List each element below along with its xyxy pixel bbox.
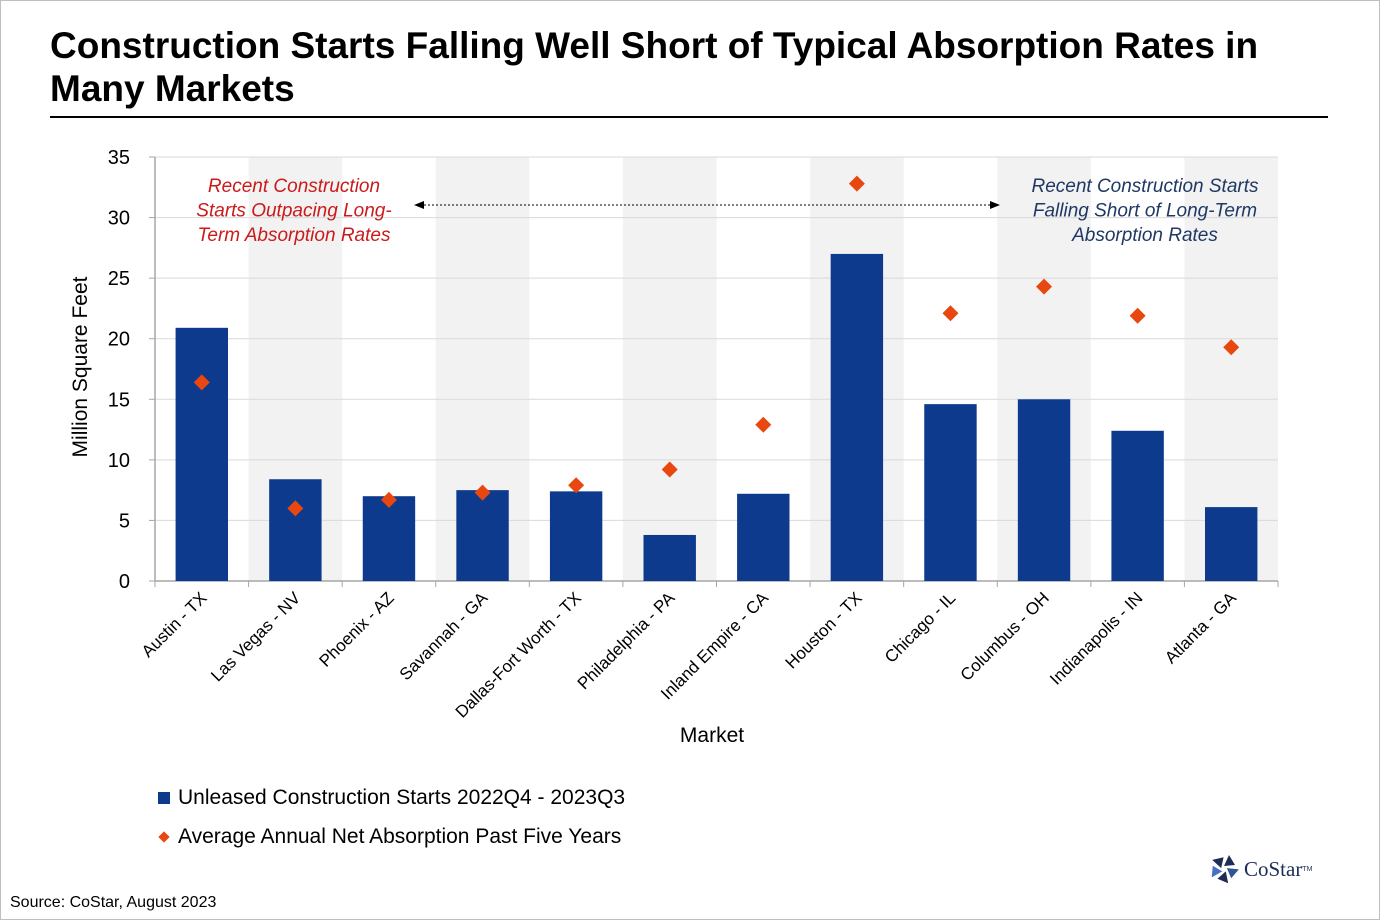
chart-title: Construction Starts Falling Well Short o… [50,25,1259,109]
bar-1 [269,479,322,581]
y-tick-label: 35 [108,147,130,169]
x-tick-label: Atlanta - GA [1161,588,1240,667]
marker-9 [1036,278,1053,295]
annotation-left-line: Recent Construction [208,176,380,197]
arrow-head-left-icon [414,201,424,209]
annotation-left-line: Term Absorption Rates [198,225,391,246]
x-tick-label: Chicago - IL [881,588,959,666]
y-tick-label: 20 [108,329,130,351]
legend-bar-swatch [158,791,170,804]
bar-6 [737,493,790,581]
legend-bar-label: Unleased Construction Starts 2022Q4 - 20… [178,785,626,809]
bar-2 [362,496,416,581]
costar-logo: CoStar TM [1208,853,1312,885]
marker-5 [661,461,678,478]
y-tick-label: 15 [108,389,130,411]
marker-7 [848,175,865,192]
x-tick-label: Philadelphia - PA [574,588,679,693]
x-tick-label: Austin - TX [138,588,211,661]
legend: Unleased Construction Starts 2022Q4 - 20… [158,778,625,856]
logo-star-segment [1217,871,1229,884]
y-axis-title: Million Square Feet [69,276,92,457]
marker-2 [380,491,397,508]
y-tick-label: 5 [119,510,130,532]
legend-item-markers: Average Annual Net Absorption Past Five … [158,817,625,856]
marker-10 [1129,307,1146,324]
logo-star-segment [1212,857,1224,869]
y-tick-label: 10 [108,450,130,472]
legend-marker-label: Average Annual Net Absorption Past Five … [178,824,622,848]
logo-trademark: TM [1302,865,1313,873]
x-tick-label: Phoenix - AZ [316,588,398,670]
y-tick-label: 0 [119,571,130,593]
x-axis-title: Market [680,724,744,747]
title-divider [50,116,1328,118]
bar-7 [830,253,884,581]
marker-0 [193,374,210,391]
legend-item-bars: Unleased Construction Starts 2022Q4 - 20… [158,778,625,817]
logo-star-segment [1226,868,1239,879]
y-tick-label: 30 [108,208,130,230]
bar-3 [456,490,509,581]
annotation-right-line: Recent Construction Starts [1031,176,1259,197]
annotation-right-line: Falling Short of Long-Term [1033,201,1257,222]
marker-6 [755,416,772,433]
x-tick-label: Columbus - OH [957,588,1053,684]
marker-4 [568,477,585,494]
bar-10 [1111,430,1164,581]
source-note: Source: CoStar, August 2023 [10,894,217,911]
bar-4 [549,491,603,581]
costar-star-icon [1211,855,1239,884]
category-band [622,157,717,581]
marker-11 [1223,339,1240,356]
bar-8 [924,404,977,581]
logo-text: CoStar [1244,856,1303,881]
marker-1 [287,500,304,517]
annotation-left-line: Starts Outpacing Long- [196,201,391,222]
x-tick-label: Savannah - GA [396,588,492,684]
logo-star-segment [1224,855,1235,866]
legend-marker-swatch [158,830,170,843]
x-tick-label: Las Vegas - NV [207,588,304,685]
bar-0 [175,327,228,581]
bar-11 [1205,507,1258,581]
x-tick-label: Indianapolis - IN [1046,588,1146,688]
annotation-right-line: Absorption Rates [1071,225,1218,246]
bar-5 [643,534,696,581]
arrow-head-right-icon [990,201,1000,209]
logo-star-segment [1211,865,1223,878]
marker-3 [474,484,491,501]
bar-9 [1017,399,1071,581]
x-tick-label: Houston - TX [782,588,866,672]
marker-8 [942,305,959,322]
y-tick-label: 25 [108,268,130,290]
